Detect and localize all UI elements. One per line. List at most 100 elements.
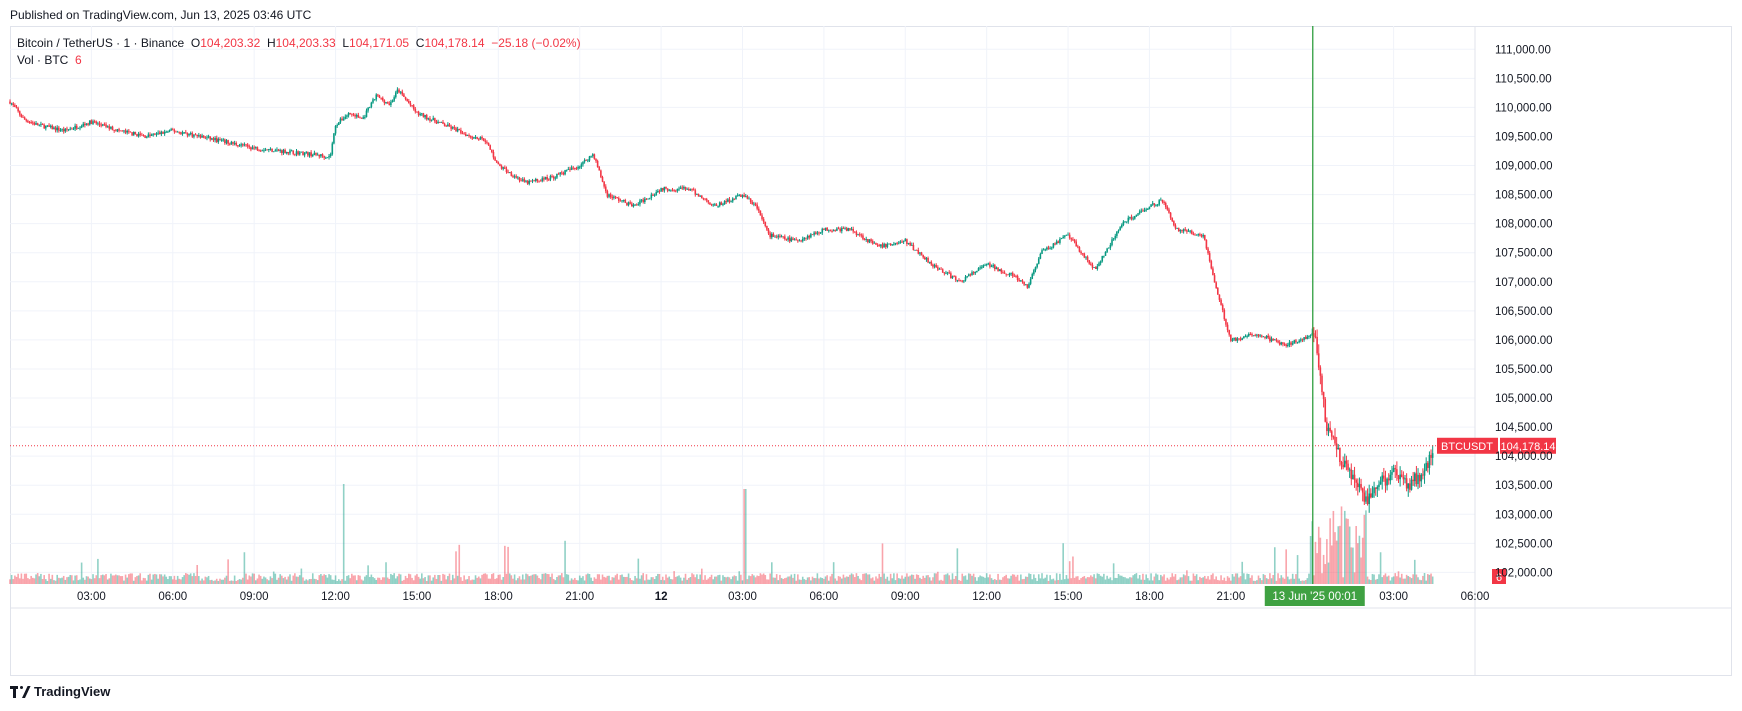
candle-body: [1111, 239, 1113, 246]
symbol-badge-label: BTCUSDT: [1441, 441, 1493, 453]
volume-bar: [676, 576, 679, 584]
volume-bar: [727, 576, 729, 584]
candle-body: [1213, 275, 1216, 283]
candle-body: [754, 203, 757, 205]
candle-body: [386, 102, 389, 104]
volume-bar: [1308, 573, 1310, 584]
candle-body: [839, 228, 841, 232]
volume-bar: [142, 577, 145, 584]
candle-body: [1086, 256, 1089, 261]
volume-bar: [108, 578, 111, 584]
volume-bar: [575, 580, 578, 584]
volume-bar: [865, 573, 868, 584]
volume-bar: [427, 575, 430, 584]
volume-bar: [274, 573, 277, 584]
candle-body: [684, 186, 687, 190]
volume-bar: [775, 574, 778, 584]
candle-body: [1246, 336, 1248, 337]
candle-body: [51, 125, 54, 130]
candle-body: [798, 240, 801, 242]
volume-bar: [697, 579, 700, 584]
candle-body: [687, 189, 690, 191]
candle-body: [66, 128, 68, 130]
candle-body: [434, 118, 436, 122]
candle-body: [1415, 473, 1418, 485]
volume-bar: [302, 577, 304, 584]
x-tick-label: 18:00: [484, 591, 513, 603]
candle-body: [292, 150, 295, 154]
candle-body: [660, 188, 662, 192]
candle-body: [175, 131, 177, 133]
y-tick-label: 110,500.00: [1495, 73, 1552, 85]
volume-bar: [557, 575, 560, 584]
volume-bar: [1288, 579, 1291, 584]
candle-body: [354, 114, 356, 117]
volume-bar: [904, 576, 907, 584]
candle-body: [181, 132, 184, 134]
volume-bar: [507, 546, 509, 584]
candle-body: [246, 144, 249, 147]
volume-bar: [45, 579, 47, 584]
candle-body: [865, 239, 868, 240]
volume-bar: [209, 580, 212, 584]
candle-body: [1158, 200, 1161, 205]
candle-body: [1135, 214, 1138, 217]
volume-bar: [1430, 573, 1432, 584]
volume-bar: [891, 578, 894, 584]
volume-bar: [220, 579, 223, 584]
volume-bar: [1238, 577, 1240, 584]
volume-bar: [258, 574, 260, 584]
candle-body: [393, 97, 395, 101]
candle-body: [1404, 478, 1406, 480]
volume-bar: [995, 580, 998, 584]
volume-bar: [777, 580, 780, 584]
candle-body: [1217, 288, 1219, 295]
volume-bar: [396, 576, 399, 584]
x-tick-label: 21:00: [565, 591, 594, 603]
candle-body: [333, 133, 335, 144]
candle-body: [924, 257, 926, 260]
volume-bar: [819, 577, 822, 584]
legend-symbol[interactable]: Bitcoin / TetherUS · 1 · Binance: [17, 36, 185, 50]
volume-bar: [588, 574, 591, 584]
volume-bar: [541, 573, 544, 584]
volume-bar: [183, 575, 185, 584]
candle-body: [1205, 239, 1208, 249]
y-tick-label: 103,500.00: [1495, 480, 1553, 492]
candle-body: [920, 252, 923, 256]
volume-bar: [668, 576, 671, 584]
volume-bar: [686, 579, 688, 584]
volume-bar: [702, 579, 705, 584]
volume-bar: [1220, 575, 1222, 584]
volume-bar: [774, 577, 776, 584]
candle-body: [1273, 339, 1276, 341]
candle-body: [953, 276, 955, 278]
volume-bar: [14, 575, 16, 584]
volume-bar: [1337, 526, 1340, 584]
volume-bar: [101, 574, 104, 584]
candle-body: [53, 127, 55, 130]
candle-body: [902, 241, 905, 242]
volume-bar: [1010, 575, 1012, 584]
volume-bar: [946, 573, 949, 584]
volume-bar: [624, 577, 627, 584]
volume-bar: [341, 579, 343, 584]
volume-bar: [1295, 574, 1297, 584]
tradingview-footer[interactable]: TradingView: [10, 684, 110, 699]
volume-bar: [49, 578, 52, 584]
legend-volume-label[interactable]: Vol · BTC: [17, 53, 69, 67]
volume-bar: [1065, 575, 1068, 584]
volume-bar: [434, 574, 436, 584]
volume-bar: [617, 579, 620, 584]
candle-body: [1335, 443, 1338, 450]
candle-body: [417, 111, 420, 115]
candle-body: [658, 190, 661, 192]
volume-bar: [910, 574, 913, 584]
volume-bar: [90, 579, 93, 584]
candle-body: [691, 189, 693, 191]
candle-body: [1047, 247, 1050, 250]
volume-bar: [149, 573, 151, 584]
volume-bar: [1280, 575, 1283, 584]
volume-bar: [670, 579, 672, 584]
